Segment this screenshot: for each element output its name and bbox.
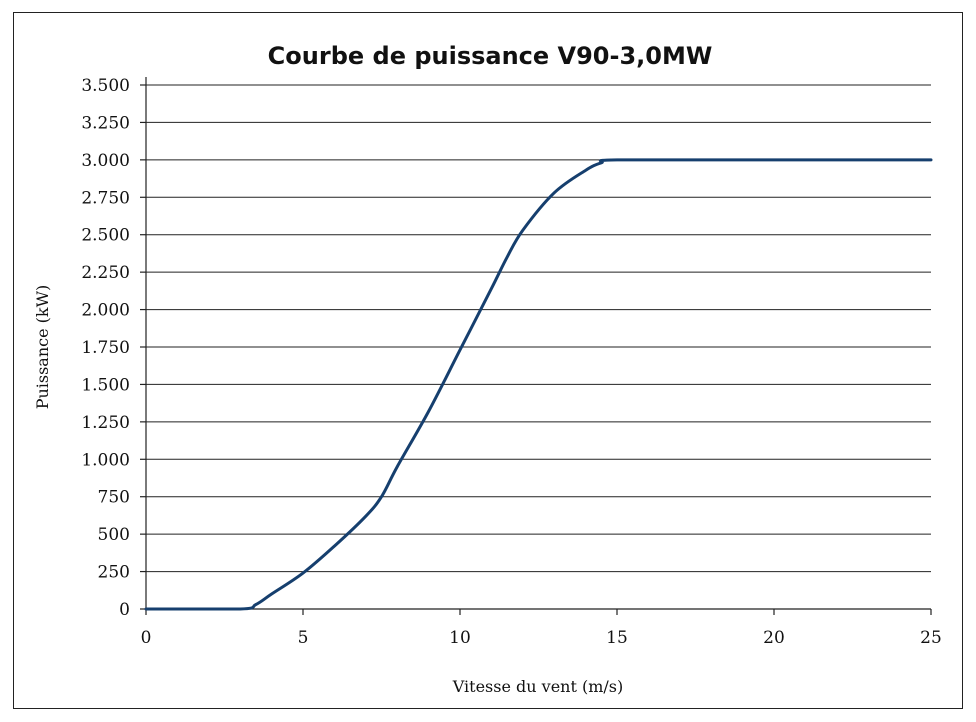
- y-tick-label-2: 500: [98, 525, 130, 545]
- x-tick-label-4: 20: [763, 628, 785, 648]
- gridlines: [146, 84, 931, 573]
- series-layer: [144, 158, 933, 611]
- y-tick-label-6: 1.500: [81, 375, 130, 395]
- chart-frame: [13, 12, 963, 709]
- y-axis-ticks: 0 250 500 750 1.000 1.250 1.500 1.750 2.000 2.250…: [81, 76, 146, 620]
- y-tick-label-0: 0: [119, 600, 130, 620]
- y-tick-label-4: 1.000: [81, 450, 130, 470]
- x-tick-label-0: 0: [141, 628, 152, 648]
- y-tick-label-11: 2.750: [81, 188, 130, 208]
- y-axis-label: Puissance (kW): [33, 285, 52, 410]
- y-tick-label-1: 250: [98, 563, 130, 583]
- x-tick-label-5: 25: [920, 628, 942, 648]
- chart-title: Courbe de puissance V90-3,0MW: [268, 42, 713, 70]
- y-tick-label-9: 2.250: [81, 263, 130, 283]
- x-tick-label-2: 10: [449, 628, 471, 648]
- y-tick-label-12: 3.000: [81, 151, 130, 171]
- x-tick-label-3: 15: [606, 628, 628, 648]
- y-tick-label-7: 1.750: [81, 338, 130, 358]
- y-tick-label-8: 2.000: [81, 301, 130, 321]
- y-tick-label-10: 2.500: [81, 226, 130, 246]
- y-tick-label-3: 750: [98, 488, 130, 508]
- x-axis-ticks: 0 5 10 15 20 25: [141, 609, 942, 648]
- y-tick-label-14: 3.500: [81, 76, 130, 96]
- axes: [145, 77, 931, 610]
- y-tick-label-13: 3.250: [81, 113, 130, 133]
- x-tick-label-1: 5: [298, 628, 309, 648]
- power-curve-line-0: [144, 158, 933, 611]
- y-tick-label-5: 1.250: [81, 413, 130, 433]
- x-axis-label: Vitesse du vent (m/s): [452, 677, 623, 696]
